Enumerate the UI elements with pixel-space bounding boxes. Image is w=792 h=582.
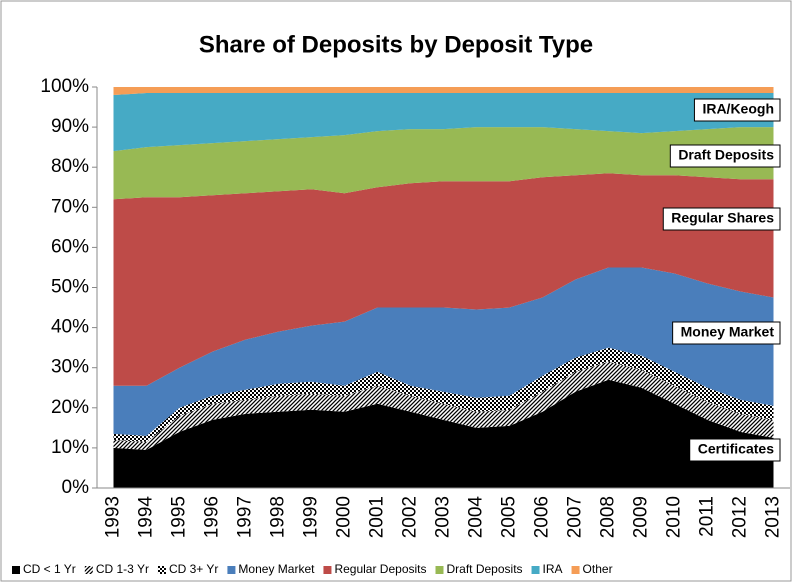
legend-swatch xyxy=(323,566,332,574)
chart-title: Share of Deposits by Deposit Type xyxy=(199,31,593,58)
annotation-box xyxy=(669,144,781,168)
x-tick-label: 2005 xyxy=(499,496,520,538)
legend-swatch xyxy=(435,566,444,574)
x-tick-label: 2006 xyxy=(532,496,553,538)
legend-swatch xyxy=(531,566,540,574)
area xyxy=(113,361,774,450)
x-tick-label: 1994 xyxy=(136,496,157,539)
area xyxy=(113,87,774,96)
x-tick-label: 1997 xyxy=(235,496,256,538)
x-tick-label: 2011 xyxy=(697,496,718,537)
x-tick-label: 1999 xyxy=(301,496,322,538)
x-tick-label: 2012 xyxy=(730,496,751,538)
x-tick-label: 2009 xyxy=(631,496,652,538)
annotation-box xyxy=(689,438,781,462)
y-tick-label: 100% xyxy=(40,76,89,97)
legend-label: CD 1-3 Yr xyxy=(96,562,149,576)
legend-swatch xyxy=(12,566,20,574)
y-tick-label: 90% xyxy=(51,116,89,137)
x-tick-label: 1996 xyxy=(202,496,223,538)
x-tick-label: 1995 xyxy=(169,496,190,538)
annotation: Certificates xyxy=(689,438,781,462)
y-tick-label: 10% xyxy=(51,437,89,458)
x-tick-label: 2013 xyxy=(763,496,784,538)
x-tick-label: 2001 xyxy=(367,496,388,538)
y-tick-label: 20% xyxy=(51,397,89,418)
y-tick-label: 0% xyxy=(62,477,90,498)
legend-swatch xyxy=(157,566,166,574)
y-tick-label: 40% xyxy=(51,317,89,338)
x-tick-label: 2004 xyxy=(466,496,487,539)
x-tick-label: 2000 xyxy=(334,496,355,538)
annotation-text: Money Market xyxy=(681,324,775,340)
annotation-text: IRA/Keogh xyxy=(702,101,774,117)
annotation-text: Draft Deposits xyxy=(678,147,774,163)
legend-label: CD 3+ Yr xyxy=(169,562,218,576)
area xyxy=(113,267,774,436)
annotation: IRA/Keogh xyxy=(693,98,781,122)
area xyxy=(113,127,774,200)
legend-label: Money Market xyxy=(238,562,315,576)
legend-swatch xyxy=(84,566,93,574)
annotation-box xyxy=(693,98,781,122)
area xyxy=(113,173,774,386)
x-tick-label: 2010 xyxy=(664,496,685,538)
y-tick-label: 50% xyxy=(51,277,89,298)
annotation: Regular Shares xyxy=(662,207,781,231)
x-tick-label: 1993 xyxy=(103,496,124,538)
x-tick-label: 2003 xyxy=(433,496,454,538)
y-tick-label: 80% xyxy=(51,156,89,177)
x-tick-label: 2002 xyxy=(400,496,421,538)
legend-label: Other xyxy=(583,562,613,576)
y-tick-label: 60% xyxy=(51,236,89,257)
annotation-box xyxy=(672,321,781,345)
legend-swatch xyxy=(571,566,580,574)
legend-label: CD < 1 Yr xyxy=(23,562,76,576)
x-tick-label: 1998 xyxy=(268,496,289,538)
y-tick-label: 30% xyxy=(51,357,89,378)
area xyxy=(113,379,774,488)
annotation: Money Market xyxy=(672,321,781,345)
x-tick-label: 2007 xyxy=(565,496,586,538)
annotation-text: Regular Shares xyxy=(671,210,774,226)
area xyxy=(113,347,774,442)
annotation: Draft Deposits xyxy=(669,144,781,168)
annotation-box xyxy=(662,207,781,231)
legend-label: IRA xyxy=(543,562,563,576)
area xyxy=(113,93,774,152)
legend-swatch xyxy=(227,566,236,574)
x-tick-label: 2008 xyxy=(598,496,619,538)
legend-label: Regular Deposits xyxy=(334,562,426,576)
y-tick-label: 70% xyxy=(51,196,89,217)
legend-label: Draft Deposits xyxy=(447,562,523,576)
annotation-text: Certificates xyxy=(698,441,774,457)
